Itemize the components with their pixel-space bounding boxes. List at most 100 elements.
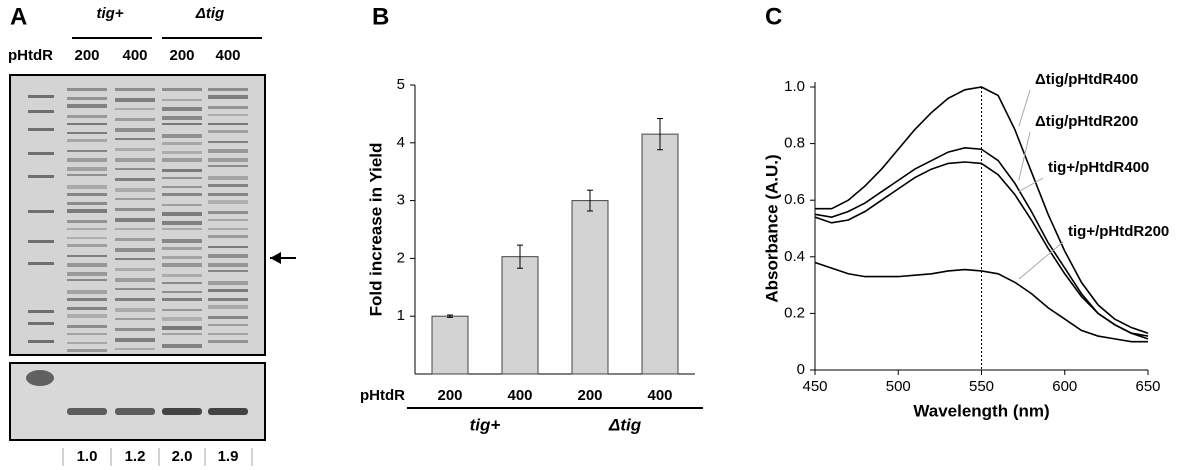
x-axis-label: Wavelength (nm) bbox=[913, 401, 1049, 420]
gel-top bbox=[9, 74, 266, 356]
gel-band bbox=[115, 228, 155, 230]
gel-band bbox=[162, 88, 202, 91]
series-label: tig+/pHtdR200 bbox=[1068, 223, 1169, 240]
gel-band bbox=[115, 148, 155, 151]
x-tick-label: 200 bbox=[437, 387, 462, 404]
group-label: tig+ bbox=[96, 5, 123, 22]
y-tick-label: 5 bbox=[397, 76, 405, 93]
gel-band bbox=[67, 209, 107, 213]
gel-band bbox=[67, 202, 107, 205]
gel-band bbox=[208, 263, 248, 267]
gel-band bbox=[162, 333, 202, 335]
gel-band bbox=[115, 308, 155, 312]
gel-band bbox=[162, 326, 202, 330]
gel-band bbox=[115, 218, 155, 222]
gel-band bbox=[67, 333, 107, 335]
gel-band bbox=[115, 348, 155, 350]
gel-band bbox=[208, 340, 248, 343]
gel-band bbox=[208, 305, 248, 309]
gel-band bbox=[162, 263, 202, 267]
gel-band bbox=[115, 338, 155, 342]
gel-band bbox=[115, 188, 155, 192]
y-axis-label: Absorbance (A.U.) bbox=[762, 154, 781, 302]
gel-band bbox=[162, 193, 202, 196]
gel-band bbox=[208, 158, 248, 162]
leader-line bbox=[1018, 177, 1044, 192]
gel-band bbox=[162, 291, 202, 293]
target-band bbox=[115, 408, 155, 415]
gel-band bbox=[67, 97, 107, 100]
gel-band bbox=[67, 88, 107, 91]
gel-band bbox=[67, 132, 107, 134]
gel-band bbox=[162, 282, 202, 284]
series-line bbox=[815, 86, 1149, 334]
gel-band bbox=[67, 325, 107, 328]
gel-band bbox=[67, 185, 107, 189]
gel-band bbox=[162, 298, 202, 301]
gel-band bbox=[162, 169, 202, 172]
x-tick-label: 600 bbox=[1052, 378, 1077, 395]
gel-band bbox=[115, 268, 155, 271]
gel-band bbox=[162, 142, 202, 145]
arrow-head bbox=[270, 252, 281, 264]
x-tick-label: 650 bbox=[1135, 378, 1160, 395]
gel-band bbox=[162, 177, 202, 179]
ladder-band bbox=[28, 95, 54, 98]
gel-band bbox=[208, 176, 248, 180]
gel-band bbox=[115, 318, 155, 320]
ladder-band bbox=[28, 322, 54, 325]
gel-band bbox=[115, 298, 155, 301]
gel-band bbox=[115, 88, 155, 91]
gel-band bbox=[208, 95, 248, 99]
gel-band bbox=[67, 263, 107, 267]
gel-band bbox=[67, 349, 107, 352]
gel-band bbox=[162, 212, 202, 216]
gel-band bbox=[162, 309, 202, 311]
y-tick-label: 1.0 bbox=[784, 78, 805, 95]
lane-label: 400 bbox=[122, 47, 147, 64]
gel-band bbox=[67, 167, 107, 171]
gel-band bbox=[67, 279, 107, 281]
ladder-band bbox=[28, 128, 54, 131]
gel-band bbox=[115, 128, 155, 132]
gel-band bbox=[67, 314, 107, 318]
group-label: Δtig bbox=[608, 415, 642, 434]
gel-band bbox=[208, 270, 248, 272]
gel-band bbox=[67, 174, 107, 176]
gel-band bbox=[162, 317, 202, 321]
gel-band bbox=[67, 244, 107, 247]
x-tick-label: 550 bbox=[969, 378, 994, 395]
quantity: 1.2 bbox=[125, 448, 146, 465]
gel-band bbox=[208, 200, 248, 204]
gel-band bbox=[162, 123, 202, 125]
ladder-band bbox=[28, 152, 54, 155]
gel-band bbox=[67, 290, 107, 294]
gel-band bbox=[208, 254, 248, 258]
panel-label: C bbox=[765, 3, 782, 30]
series-line bbox=[814, 161, 1149, 340]
ladder-band bbox=[28, 310, 54, 313]
bar bbox=[501, 256, 539, 375]
target-band bbox=[208, 408, 248, 415]
quantity: 2.0 bbox=[172, 448, 193, 465]
x-tick-label: 400 bbox=[507, 387, 532, 404]
ladder-band bbox=[28, 262, 54, 265]
gel-band bbox=[208, 219, 248, 221]
ladder-band bbox=[28, 240, 54, 243]
gel-band bbox=[162, 247, 202, 250]
series-label: Δtig/pHtdR200 bbox=[1035, 113, 1138, 130]
gel-band bbox=[162, 99, 202, 101]
y-tick-label: 0.4 bbox=[784, 248, 805, 265]
y-tick-label: 2 bbox=[397, 249, 405, 266]
row-label: pHtdR bbox=[8, 47, 53, 64]
panel-label: B bbox=[372, 3, 389, 30]
gel-band bbox=[162, 344, 202, 348]
gel-band bbox=[208, 316, 248, 319]
bar bbox=[641, 133, 679, 375]
gel-band bbox=[115, 98, 155, 102]
x-tick-label: 500 bbox=[886, 378, 911, 395]
ladder-band bbox=[28, 340, 54, 343]
gel-band bbox=[115, 248, 155, 252]
gel-band bbox=[67, 228, 107, 230]
